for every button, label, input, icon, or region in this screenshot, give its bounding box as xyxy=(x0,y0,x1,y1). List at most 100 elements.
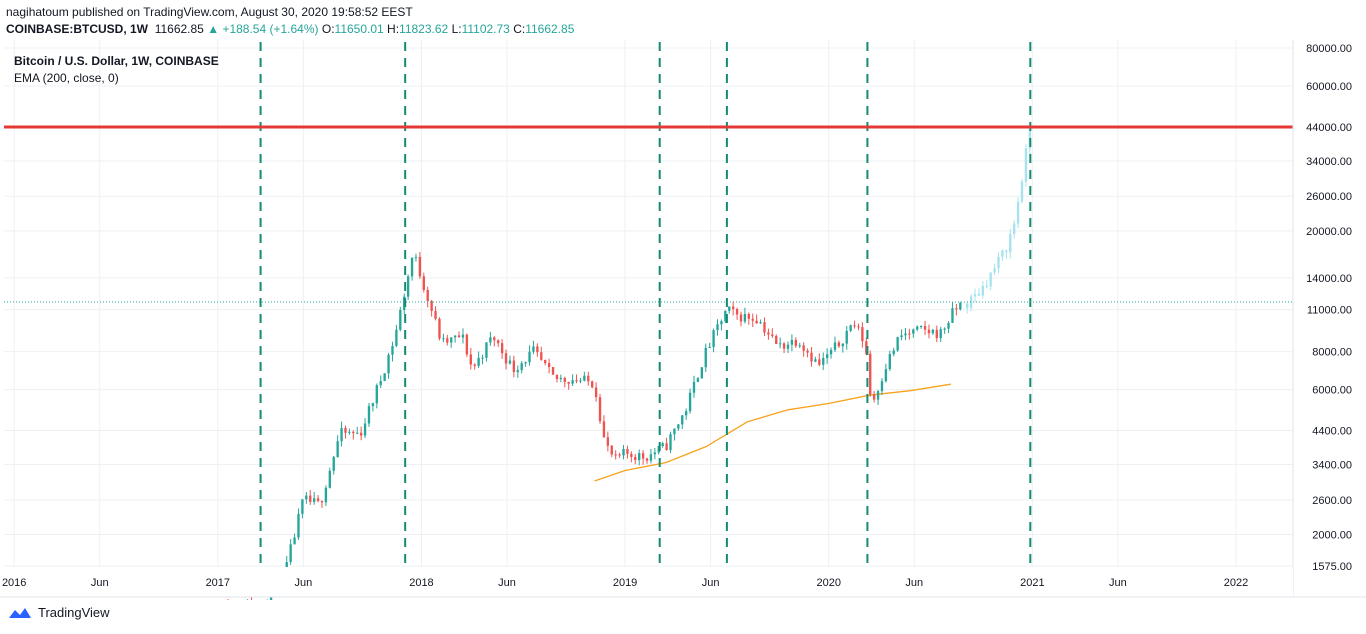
candle xyxy=(872,394,876,400)
publisher-line: nagihatoum published on TradingView.com,… xyxy=(6,5,413,19)
candle xyxy=(426,289,429,302)
candle xyxy=(532,346,535,352)
candle xyxy=(837,342,841,347)
candle xyxy=(790,339,794,345)
candle xyxy=(461,334,465,338)
close-label: C: xyxy=(513,22,526,36)
candle xyxy=(865,341,868,354)
candle xyxy=(688,392,692,412)
x-tick-label: 2022 xyxy=(1224,577,1248,589)
candle xyxy=(622,449,625,456)
brand-name[interactable]: TradingView xyxy=(38,605,110,620)
candle xyxy=(438,318,441,339)
candle xyxy=(818,359,821,365)
candle xyxy=(473,364,476,366)
candle xyxy=(297,513,300,538)
symbol-name[interactable]: COINBASE:BTCUSD, 1W xyxy=(6,22,149,36)
candle xyxy=(739,314,743,322)
candle xyxy=(892,350,895,355)
candle xyxy=(324,487,328,503)
projection-candle xyxy=(1016,201,1020,224)
candle xyxy=(610,445,613,455)
low-value: 11102.73 xyxy=(461,22,510,36)
candle xyxy=(806,350,809,353)
candle xyxy=(285,562,288,571)
candle xyxy=(728,306,731,311)
candle xyxy=(708,347,711,349)
candle xyxy=(763,322,766,333)
candle xyxy=(677,424,680,429)
resistance-layer: 11662.8507:01:0943930.78 xyxy=(4,118,1359,331)
projection-candle xyxy=(966,303,969,308)
candle xyxy=(540,352,543,360)
candle xyxy=(912,329,915,334)
candle xyxy=(653,452,657,455)
candle xyxy=(884,369,888,382)
candle xyxy=(782,343,786,349)
candle xyxy=(802,345,805,351)
candle xyxy=(328,470,331,488)
projection-candle xyxy=(969,296,973,308)
y-tick-label: 11000.00 xyxy=(1307,305,1352,317)
candle xyxy=(493,337,496,341)
x-tick-label: 2020 xyxy=(816,577,840,589)
projection-candle xyxy=(1013,223,1016,235)
candle xyxy=(340,427,343,442)
candle xyxy=(814,359,817,362)
chart-grid xyxy=(4,40,1293,567)
x-tick-label: Jun xyxy=(702,577,720,589)
symbol-ohlc-line: COINBASE:BTCUSD, 1W 11662.85 ▲ +188.54 (… xyxy=(6,21,574,38)
y-tick-label: 6000.00 xyxy=(1312,385,1352,397)
time-axis: 2016 Jun 2017 Jun 2018 Jun 2019 Jun 2020 Jun 2021 J… xyxy=(0,567,1366,598)
candle xyxy=(453,335,457,338)
projection-candle xyxy=(1001,250,1004,257)
chart-legend-title: Bitcoin / U.S. Dollar, 1W, COINBASE xyxy=(14,54,219,68)
candle xyxy=(876,391,880,400)
candle xyxy=(661,443,664,447)
candle xyxy=(524,362,527,364)
high-label: H: xyxy=(387,22,400,36)
candle xyxy=(352,431,355,434)
candle xyxy=(849,325,852,331)
candle xyxy=(900,335,903,338)
close-value: 11662.85 xyxy=(525,22,575,36)
candle xyxy=(916,326,919,330)
candle xyxy=(908,333,911,335)
candle xyxy=(927,329,931,334)
candle xyxy=(955,308,958,310)
candle xyxy=(348,431,351,433)
ema-legend[interactable]: EMA (200, close, 0) xyxy=(14,71,119,85)
candle xyxy=(786,344,790,349)
candle xyxy=(320,500,324,503)
candle xyxy=(904,333,907,336)
y-tick-label: 2000.00 xyxy=(1312,529,1352,541)
candle xyxy=(638,453,641,461)
open-value: 11650.01 xyxy=(334,22,384,36)
y-tick-label: 1575.00 xyxy=(1312,561,1352,573)
candle xyxy=(575,380,578,382)
y-tick-label: 3400.00 xyxy=(1312,460,1352,472)
y-tick-label: 80000.00 xyxy=(1306,43,1352,55)
projection-candle xyxy=(981,285,985,296)
candle xyxy=(363,423,367,436)
candle xyxy=(332,456,335,471)
candle xyxy=(743,314,747,322)
y-tick-label: 20000.00 xyxy=(1306,226,1352,238)
price-axis-bg xyxy=(1293,40,1366,597)
x-tick-label: Jun xyxy=(294,577,312,589)
candle xyxy=(383,373,386,381)
candle xyxy=(312,498,316,502)
candle xyxy=(422,276,425,290)
candle xyxy=(798,345,801,347)
projection-layer xyxy=(966,124,1032,314)
candle xyxy=(720,321,723,325)
candle xyxy=(731,306,735,310)
projection-candle xyxy=(973,293,977,297)
projection-candle xyxy=(1005,250,1008,253)
candle xyxy=(775,336,778,344)
price-chart[interactable]: 20 Mar '1704 Dec '1704 Mar '1901 Jul '19… xyxy=(0,0,1366,600)
candle xyxy=(829,349,833,355)
candle xyxy=(614,454,617,456)
chart-header: nagihatoum published on TradingView.com,… xyxy=(6,4,574,38)
candle xyxy=(336,441,339,457)
